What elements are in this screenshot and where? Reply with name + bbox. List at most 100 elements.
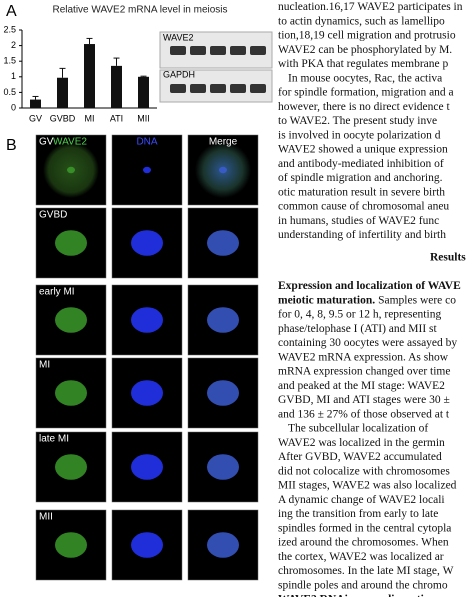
line-text: MII stages, WAVE2 was also localized	[278, 479, 457, 491]
stain	[207, 230, 239, 256]
blot-band	[230, 84, 246, 93]
line-text: WAVE2 RNAi causes disruption	[278, 593, 437, 597]
line-text: nucleation.16,17 WAVE2 participates in	[278, 1, 463, 13]
line-text: common cause of chromosomal aneu	[278, 200, 449, 212]
line-text: is involved in oocyte polarization d	[278, 129, 441, 141]
x-tick-label: GVBD	[50, 113, 76, 123]
line-text: did not colocalize with chromosomes	[278, 465, 450, 477]
line-text: GVBD, MI and ATI stages were 30 ±	[278, 394, 450, 406]
blot-band	[230, 46, 246, 55]
panel-label: B	[6, 137, 17, 154]
body-line: WAVE2 can be phosphorylated by M.	[278, 43, 452, 55]
body-line: mRNA expression changed over time	[278, 365, 450, 377]
stain	[55, 454, 87, 480]
line-text: to WAVE2. The present study inve	[278, 115, 437, 127]
body-line: WAVE2 showed a unique expression	[278, 143, 448, 155]
line-text: Samples were co	[378, 294, 456, 306]
blot-label: WAVE2	[163, 32, 194, 42]
stain	[207, 307, 239, 333]
stain	[55, 380, 87, 406]
x-tick-label: MI	[85, 113, 95, 123]
body-line: and 136 ± 27% of those observed at t	[278, 408, 450, 420]
body-line: WAVE2 was localized in the germin	[278, 436, 445, 448]
line-text: the cortex, WAVE2 was localized ar	[278, 550, 444, 562]
blot-band	[210, 84, 226, 93]
body-line: containing 30 oocytes were assayed by	[278, 337, 457, 349]
row-label: early MI	[39, 287, 75, 298]
row-label: MII	[39, 512, 53, 523]
stain	[131, 454, 163, 480]
row-label: GVBD	[39, 210, 67, 221]
y-tick-label: 0	[11, 102, 16, 112]
line-text: In mouse oocytes, Rac, the activa	[288, 72, 442, 84]
body-line: of spindle migration and anchoring.	[278, 172, 443, 184]
body-line: and peaked at the MI stage: WAVE2	[278, 379, 445, 391]
stain	[219, 166, 227, 174]
stain	[67, 166, 75, 174]
section-heading: Results	[430, 252, 466, 264]
column-label: DNA	[136, 137, 157, 148]
line-text: understanding of infertility and birth	[278, 229, 446, 241]
blot-band	[250, 84, 266, 93]
stain	[131, 307, 163, 333]
bar	[84, 44, 95, 108]
y-tick-label: 1	[11, 71, 16, 81]
body-line: GVBD, MI and ATI stages were 30 ±	[278, 394, 450, 406]
chart-title: Relative WAVE2 mRNA level in meiosis	[52, 5, 227, 16]
line-text: and antibody-mediated inhibition of	[278, 157, 444, 169]
bar	[30, 99, 41, 108]
y-tick-label: 1.5	[3, 56, 16, 66]
stain	[55, 532, 87, 558]
x-tick-label: GV	[29, 113, 42, 123]
stain	[207, 380, 239, 406]
y-tick-label: 2	[11, 40, 16, 50]
body-line: for 0, 4, 8, 9.5 or 12 h, representing	[278, 308, 441, 320]
line-text: The subcellular localization of	[288, 422, 428, 434]
body-line: meiotic maturation. Samples were co	[278, 294, 456, 306]
body-line: After GVBD, WAVE2 accumulated	[278, 451, 442, 463]
body-line: nucleation.16,17 WAVE2 participates in	[278, 1, 463, 13]
line-text: spindles formed in the central cytopla	[278, 522, 451, 534]
line-text: otic maturation result in severe birth	[278, 186, 445, 198]
blot-band	[170, 84, 186, 93]
line-text: and peaked at the MI stage: WAVE2	[278, 379, 445, 391]
line-text: WAVE2 was localized in the germin	[278, 436, 445, 448]
bold-lead: meiotic maturation.	[278, 294, 375, 306]
column-label: Merge	[209, 137, 238, 148]
line-text: to actin dynamics, such as lamellipo	[278, 15, 445, 27]
line-text: ing the transition from early to late	[278, 508, 438, 520]
body-line: to actin dynamics, such as lamellipo	[278, 15, 445, 27]
body-line: ing the transition from early to late	[278, 508, 438, 520]
blot-band	[190, 84, 206, 93]
line-text: with PKA that regulates membrane p	[278, 58, 448, 70]
body-line: spindles formed in the central cytopla	[278, 522, 451, 534]
x-tick-label: MII	[137, 113, 150, 123]
line-text: chromosomes. In the late MI stage, W	[278, 565, 454, 577]
bar	[57, 77, 68, 108]
stain	[131, 230, 163, 256]
line-text: and 136 ± 27% of those observed at t	[278, 408, 450, 420]
body-line: is involved in oocyte polarization d	[278, 129, 441, 141]
body-line: with PKA that regulates membrane p	[278, 58, 448, 70]
body-line: chromosomes. In the late MI stage, W	[278, 565, 454, 577]
body-line: Expression and localization of WAVE	[278, 280, 461, 292]
body-line: common cause of chromosomal aneu	[278, 200, 449, 212]
line-text: WAVE2 mRNA expression. As show	[278, 351, 449, 363]
line-text: mRNA expression changed over time	[278, 365, 450, 377]
stain	[207, 532, 239, 558]
line-text: A dynamic change of WAVE2 locali	[278, 493, 445, 505]
bar	[138, 76, 149, 108]
column-label: WAVE2	[53, 137, 87, 148]
body-line: In mouse oocytes, Rac, the activa	[288, 72, 442, 84]
stain	[131, 380, 163, 406]
line-text: containing 30 oocytes were assayed by	[278, 337, 457, 349]
body-line: in humans, studies of WAVE2 func	[278, 214, 439, 226]
stain	[207, 454, 239, 480]
body-line: the cortex, WAVE2 was localized ar	[278, 550, 444, 562]
line-text: phase/telophase I (ATI) and MII st	[278, 322, 438, 334]
stain	[55, 230, 87, 256]
stain	[143, 166, 151, 174]
panel-label: A	[6, 3, 17, 20]
body-line: however, there is no direct evidence t	[278, 100, 450, 112]
